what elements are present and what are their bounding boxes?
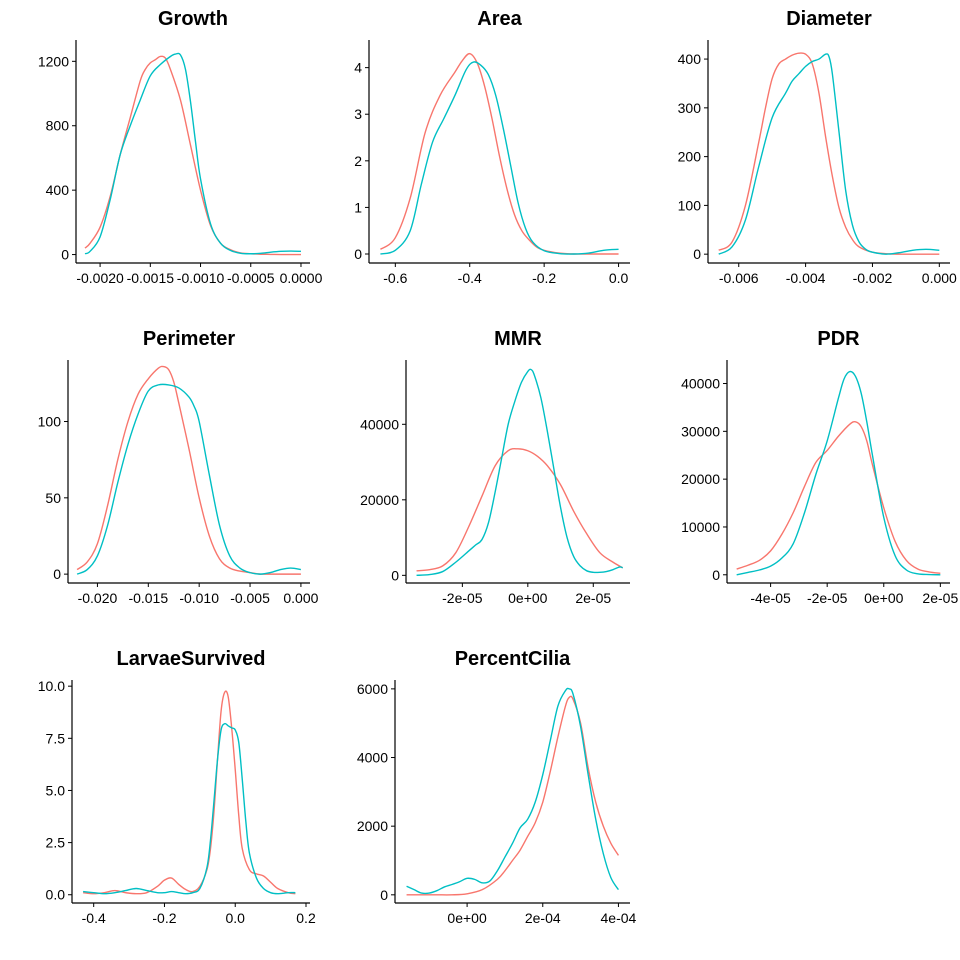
y-tick-label: 5.0 (46, 782, 66, 798)
panel-percentcilia: PercentCilia 0 2000 4000 6000 0e+00 2e-04 4e-04 (357, 648, 637, 926)
y-tick-label: 300 (678, 100, 702, 116)
y-tick-label: 0 (391, 567, 399, 583)
x-tick-label: 0e+00 (864, 590, 904, 606)
y-tick-label: 0 (693, 246, 701, 262)
x-tick-label: -0.0015 (127, 270, 175, 286)
y-tick-label: 0 (712, 567, 720, 583)
density-curve-teal (416, 368, 623, 577)
x-tick-label: -0.010 (179, 590, 219, 606)
x-tick-label: -0.0005 (227, 270, 275, 286)
x-tick-label: 0.000 (283, 590, 318, 606)
x-tick-label: 4e-04 (601, 910, 637, 926)
y-tick-label: 50 (45, 490, 61, 506)
y-tick-label: 0 (53, 566, 61, 582)
x-tick-label: -0.020 (78, 590, 118, 606)
y-tick-label: 30000 (681, 423, 720, 439)
y-tick-label: 6000 (357, 681, 388, 697)
y-tick-label: 1 (354, 199, 362, 215)
x-tick-label: -0.002 (853, 270, 893, 286)
density-curve-teal (76, 383, 302, 575)
y-tick-label: 800 (46, 118, 70, 134)
density-curve-red (416, 447, 624, 572)
y-tick-label: 20000 (360, 492, 399, 508)
density-curve-teal (83, 722, 296, 895)
panel-growth: Growth 0 400 800 1200 -0.0020 -0.0015 -0.0010 -0… (38, 8, 323, 286)
y-tick-label: 0 (354, 246, 362, 262)
x-tick-label: 0.000 (922, 270, 957, 286)
density-curve-red (84, 55, 301, 256)
x-tick-label: -0.006 (719, 270, 759, 286)
x-tick-label: 0.2 (296, 910, 316, 926)
y-tick-label: 100 (678, 197, 702, 213)
panel-diameter: Diameter 0 100 200 300 400 -0.006 -0.004 -0.002 0… (678, 8, 957, 286)
density-curve-red (718, 52, 940, 255)
y-tick-label: 3 (354, 106, 362, 122)
x-tick-label: 2e-04 (525, 910, 561, 926)
panel-larvaesurvived: LarvaeSurvived 0.0 2.5 5.0 7.5 10.0 -0.4 -0.2 0.… (38, 648, 316, 926)
x-tick-label: -0.6 (383, 270, 407, 286)
density-curve-red (380, 52, 619, 255)
x-tick-label: -0.2 (532, 270, 556, 286)
x-tick-label: -0.4 (82, 910, 106, 926)
y-tick-label: 0 (380, 887, 388, 903)
panel-title-larvaesurvived: LarvaeSurvived (117, 648, 266, 670)
density-curve-red (736, 420, 941, 575)
x-tick-label: -0.005 (230, 590, 270, 606)
x-tick-label: 0.0 (609, 270, 629, 286)
panel-title-growth: Growth (158, 8, 228, 30)
density-curve-teal (736, 370, 941, 576)
y-tick-label: 7.5 (46, 730, 66, 746)
panel-title-pdr: PDR (817, 328, 860, 350)
panel-area: Area 0 1 2 3 4 -0.6 -0.4 -0.2 0.0 (354, 8, 630, 286)
y-tick-label: 200 (678, 149, 702, 165)
x-tick-label: 0e+00 (508, 590, 548, 606)
density-curve-teal (380, 61, 619, 255)
x-tick-label: -4e-05 (750, 590, 791, 606)
x-tick-label: 0.0000 (280, 270, 323, 286)
x-tick-label: -2e-05 (442, 590, 483, 606)
x-tick-label: 2e-05 (575, 590, 611, 606)
density-curve-red (83, 690, 296, 895)
panel-title-perimeter: Perimeter (143, 328, 235, 350)
panel-title-diameter: Diameter (786, 8, 872, 30)
x-tick-label: -2e-05 (807, 590, 848, 606)
x-tick-label: -0.015 (128, 590, 168, 606)
y-tick-label: 40000 (360, 416, 399, 432)
x-tick-label: -0.4 (458, 270, 482, 286)
y-tick-label: 2.5 (46, 835, 66, 851)
x-tick-label: -0.0010 (177, 270, 225, 286)
y-tick-label: 100 (38, 414, 62, 430)
y-tick-label: 1200 (38, 53, 69, 69)
x-tick-label: 0e+00 (447, 910, 487, 926)
x-tick-label: -0.004 (786, 270, 826, 286)
panel-title-mmr: MMR (494, 328, 542, 350)
y-tick-label: 4 (354, 60, 362, 76)
density-curve-teal (718, 53, 940, 255)
y-tick-label: 2000 (357, 818, 388, 834)
y-tick-label: 2 (354, 153, 362, 169)
panel-title-area: Area (477, 8, 522, 30)
y-tick-label: 0.0 (46, 887, 66, 903)
density-curve-red (406, 695, 620, 896)
x-tick-label: 0.0 (225, 910, 245, 926)
y-tick-label: 400 (46, 182, 70, 198)
y-tick-label: 0 (61, 247, 69, 263)
y-tick-label: 10000 (681, 519, 720, 535)
y-tick-label: 20000 (681, 471, 720, 487)
panel-title-percentcilia: PercentCilia (455, 648, 571, 670)
density-curve-teal (406, 687, 620, 895)
panel-perimeter: Perimeter 0 50 100 -0.020 -0.015 -0.010 -0.005 0… (38, 328, 319, 606)
x-tick-label: -0.2 (152, 910, 176, 926)
density-curve-teal (84, 52, 302, 255)
x-tick-label: 2e-05 (922, 590, 958, 606)
panel-mmr: MMR 0 20000 40000 -2e-05 0e+00 2e-05 (360, 328, 630, 606)
panel-pdr: PDR 0 10000 20000 30000 40000 -4e-05 -2e-05 0e+0… (681, 328, 958, 606)
y-tick-label: 4000 (357, 750, 388, 766)
y-tick-label: 400 (678, 51, 702, 67)
x-tick-label: -0.0020 (76, 270, 124, 286)
y-tick-label: 40000 (681, 376, 720, 392)
y-tick-label: 10.0 (38, 678, 65, 694)
